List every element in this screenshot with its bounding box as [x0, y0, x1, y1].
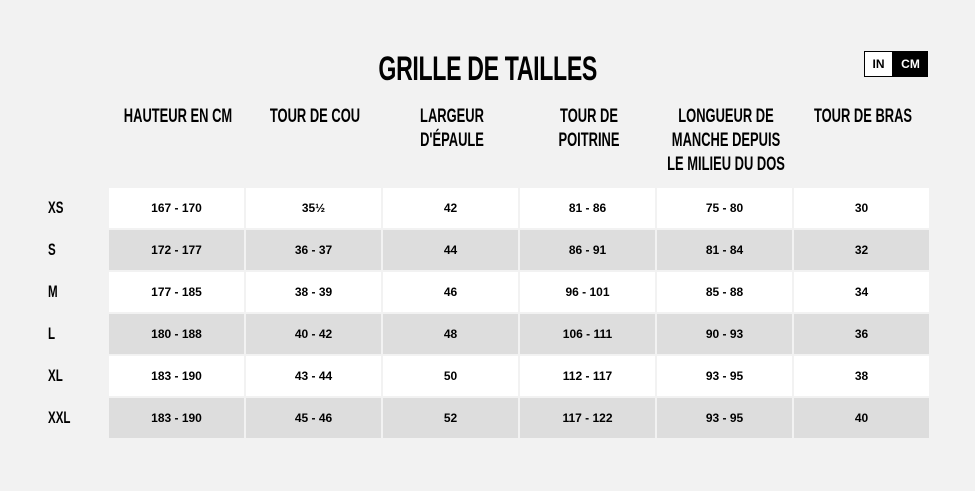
table-row: L 180 - 188 40 - 42 48 106 - 111 90 - 93 36 — [0, 314, 975, 356]
size-label-text: S — [48, 240, 56, 259]
table-cell: 44 — [383, 230, 518, 270]
size-label-text: XL — [48, 366, 63, 385]
table-row: S 172 - 177 36 - 37 44 86 - 91 81 - 84 32 — [0, 230, 975, 272]
column-header: HAUTEUR EN CM — [109, 105, 246, 177]
column-headers: HAUTEUR EN CM TOUR DE COU LARGEUR D'ÉPAULE… — [109, 105, 931, 177]
title-text: GRILLE DE TAILLES — [378, 50, 597, 88]
column-header: TOUR DE BRAS — [794, 105, 931, 177]
table-cell: 86 - 91 — [520, 230, 655, 270]
table-cell: 50 — [383, 356, 518, 396]
column-header-text: TOUR DE COU — [269, 106, 361, 127]
table-cell: 90 - 93 — [657, 314, 792, 354]
table-cell: 45 - 46 — [246, 398, 381, 438]
size-table: XS 167 - 170 35½ 42 81 - 86 75 - 80 30 S 172 - 1… — [0, 188, 975, 440]
size-label-text: M — [48, 282, 58, 301]
table-cell: 48 — [383, 314, 518, 354]
table-row: XL 183 - 190 43 - 44 50 112 - 117 93 - 95 38 — [0, 356, 975, 398]
table-cell: 117 - 122 — [520, 398, 655, 438]
table-cell: 36 - 37 — [246, 230, 381, 270]
table-cell: 38 — [794, 356, 929, 396]
size-label: XXL — [0, 398, 109, 438]
table-cell: 46 — [383, 272, 518, 312]
column-header: TOUR DE POITRINE — [520, 105, 657, 177]
column-header-text: LONGUEUR DE MANCHE DEPUIS LE MILIEU DU D… — [667, 106, 785, 175]
table-cell: 177 - 185 — [109, 272, 244, 312]
table-cell: 38 - 39 — [246, 272, 381, 312]
table-cell: 93 - 95 — [657, 356, 792, 396]
table-cell: 40 — [794, 398, 929, 438]
column-header-text: TOUR DE POITRINE — [558, 106, 620, 151]
table-cell: 35½ — [246, 188, 381, 228]
unit-in-button[interactable]: IN — [864, 51, 893, 77]
size-label: XS — [0, 188, 109, 228]
table-cell: 52 — [383, 398, 518, 438]
table-cell: 93 - 95 — [657, 398, 792, 438]
table-cell: 75 - 80 — [657, 188, 792, 228]
table-cell: 32 — [794, 230, 929, 270]
page-title: GRILLE DE TAILLES — [0, 50, 975, 89]
table-cell: 96 - 101 — [520, 272, 655, 312]
table-cell: 42 — [383, 188, 518, 228]
table-row: XS 167 - 170 35½ 42 81 - 86 75 - 80 30 — [0, 188, 975, 230]
column-header-text: LARGEUR D'ÉPAULE — [420, 106, 484, 151]
size-label-text: L — [48, 324, 56, 343]
unit-cm-button[interactable]: CM — [893, 51, 928, 77]
table-cell: 183 - 190 — [109, 398, 244, 438]
column-header-text: HAUTEUR EN CM — [123, 106, 233, 127]
column-header: TOUR DE COU — [246, 105, 383, 177]
table-cell: 40 - 42 — [246, 314, 381, 354]
table-cell: 106 - 111 — [520, 314, 655, 354]
table-cell: 183 - 190 — [109, 356, 244, 396]
unit-toggle[interactable]: IN CM — [864, 51, 928, 77]
table-cell: 112 - 117 — [520, 356, 655, 396]
size-label: S — [0, 230, 109, 270]
table-cell: 30 — [794, 188, 929, 228]
table-cell: 81 - 84 — [657, 230, 792, 270]
table-cell: 43 - 44 — [246, 356, 381, 396]
table-cell: 85 - 88 — [657, 272, 792, 312]
table-row: XXL 183 - 190 45 - 46 52 117 - 122 93 - 95 40 — [0, 398, 975, 440]
column-header: LONGUEUR DE MANCHE DEPUIS LE MILIEU DU D… — [657, 105, 794, 177]
column-header-text: TOUR DE BRAS — [813, 106, 913, 127]
size-label: L — [0, 314, 109, 354]
size-label: M — [0, 272, 109, 312]
table-cell: 180 - 188 — [109, 314, 244, 354]
table-cell: 34 — [794, 272, 929, 312]
table-cell: 36 — [794, 314, 929, 354]
table-cell: 81 - 86 — [520, 188, 655, 228]
size-label-text: XS — [48, 198, 64, 217]
size-label-text: XXL — [48, 408, 71, 427]
size-label: XL — [0, 356, 109, 396]
table-cell: 172 - 177 — [109, 230, 244, 270]
table-cell: 167 - 170 — [109, 188, 244, 228]
table-row: M 177 - 185 38 - 39 46 96 - 101 85 - 88 34 — [0, 272, 975, 314]
column-header: LARGEUR D'ÉPAULE — [383, 105, 520, 177]
